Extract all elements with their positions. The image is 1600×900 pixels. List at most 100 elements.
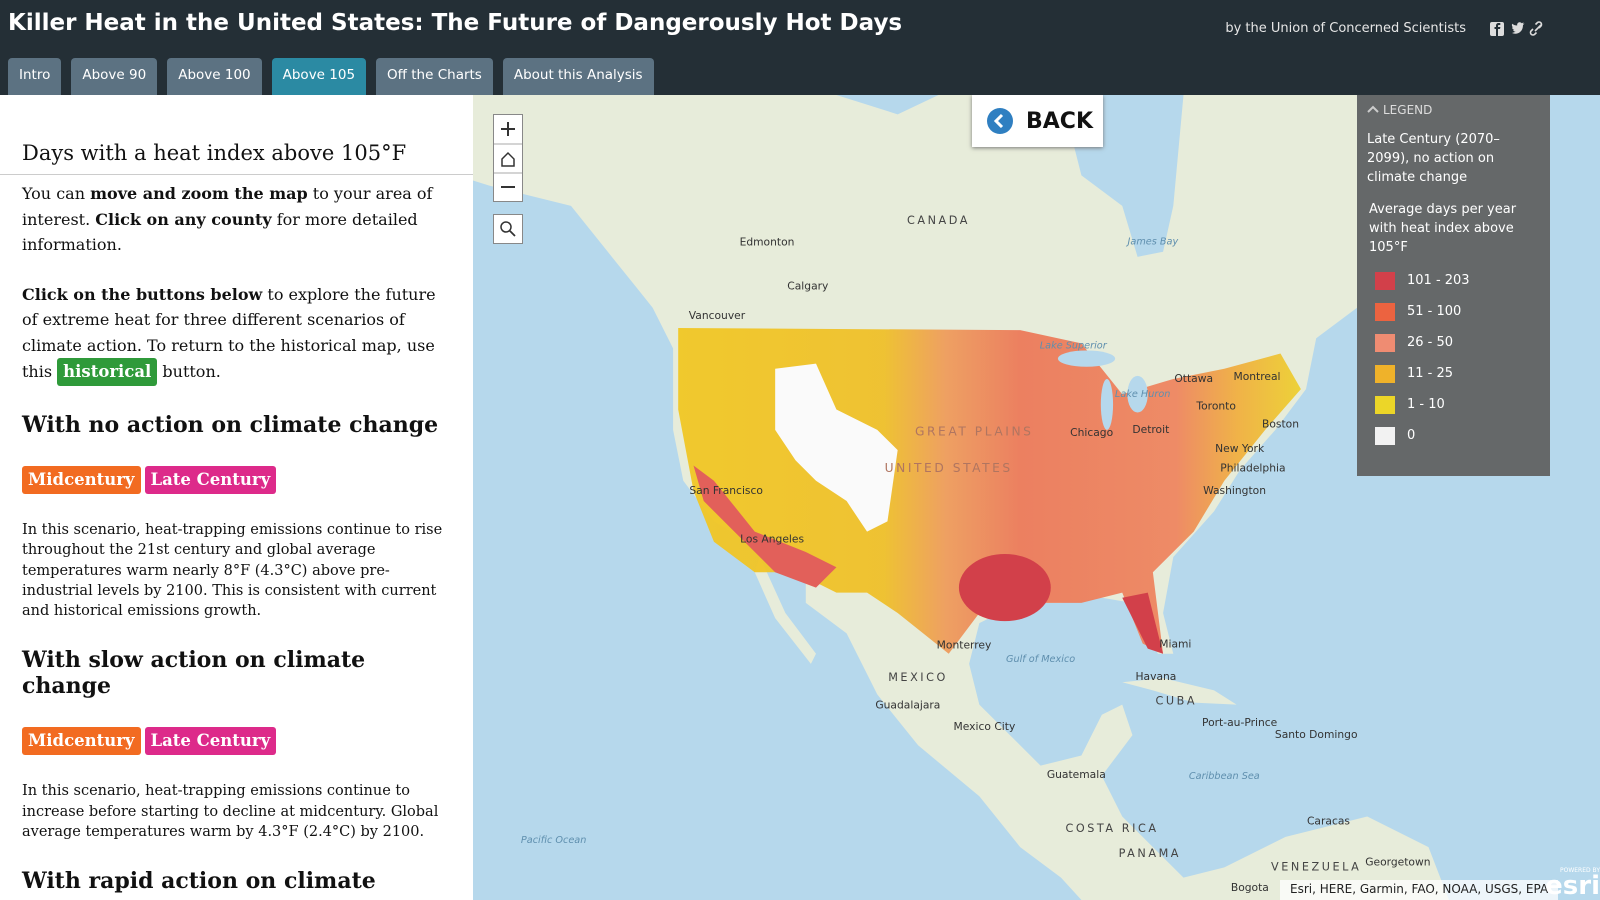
legend-label: 0 xyxy=(1407,428,1416,443)
scenario-title: With rapid action on climate xyxy=(22,868,376,895)
map-label: Bogota xyxy=(1231,881,1269,894)
scenario-text: In this scenario, heat-trapping emission… xyxy=(22,783,439,841)
tab[interactable]: Off the Charts xyxy=(376,58,493,95)
map-label: Guatemala xyxy=(1047,768,1106,781)
scenarios: With no action on climate change Midcentu… xyxy=(0,412,473,894)
map-label: Toronto xyxy=(1195,399,1236,412)
legend-swatch xyxy=(1375,395,1395,414)
text: to explore the future of extreme heat fo… xyxy=(22,284,436,382)
sidebar-heading: Days with a heat index above 105°F xyxy=(22,141,407,165)
tab[interactable]: About this Analysis xyxy=(502,58,654,95)
legend-scenario: Late Century (2070–2099), no action on c… xyxy=(1367,132,1500,185)
legend-item: 0 xyxy=(1375,420,1540,451)
legend-label: 51 - 100 xyxy=(1407,304,1462,319)
legend-item: 11 - 25 xyxy=(1375,358,1540,389)
scenario-button[interactable]: Late Century xyxy=(144,466,277,494)
byline: by the Union of Concerned Scientists xyxy=(1225,21,1466,36)
map-canvas[interactable]: CANADA Edmonton Calgary Vancouver Ottawa Mont… xyxy=(473,95,1600,900)
scenario: With no action on climate change Midcentu… xyxy=(0,412,473,621)
map-label: Pacific Ocean xyxy=(521,835,586,846)
bold-text: move and zoom the map xyxy=(90,184,308,203)
search-control[interactable] xyxy=(493,214,523,244)
legend-header: LEGEND xyxy=(1383,103,1433,117)
collapse-icon[interactable] xyxy=(1367,104,1379,114)
hot-florida xyxy=(1122,592,1164,654)
map-label: San Francisco xyxy=(689,484,763,497)
map[interactable]: CANADA Edmonton Calgary Vancouver Ottawa Mont… xyxy=(473,95,1600,900)
map-label: Caracas xyxy=(1307,815,1350,828)
zoom-icons[interactable] xyxy=(494,115,522,201)
historical-button[interactable]: historical xyxy=(57,358,158,386)
map-label: Chicago xyxy=(1070,426,1113,439)
search-icon[interactable] xyxy=(494,215,522,243)
legend-swatch xyxy=(1375,333,1395,352)
legend-swatch xyxy=(1375,426,1395,445)
map-label: GREAT PLAINS xyxy=(915,424,1034,438)
map-label: MEXICO xyxy=(888,671,948,684)
hot-southwest xyxy=(693,465,837,588)
map-label: Montreal xyxy=(1233,370,1280,383)
scenario-button[interactable]: Late Century xyxy=(144,727,277,756)
map-label: New York xyxy=(1215,442,1265,455)
legend-swatch xyxy=(1375,302,1395,321)
scenario-button[interactable]: Midcentury xyxy=(22,727,141,756)
no-heat-area xyxy=(775,363,898,532)
legend-header-row: LEGEND xyxy=(1367,103,1540,118)
powered-by: POWERED BY xyxy=(1559,867,1600,874)
tab[interactable]: Above 90 xyxy=(71,58,158,95)
bold-text: Click on the buttons below xyxy=(22,284,263,304)
scenario-buttons: Midcentury Late Century xyxy=(22,466,473,494)
attribution: Esri, HERE, Garmin, FAO, NOAA, USGS, EPA xyxy=(1280,880,1559,900)
logo-text: esri xyxy=(1545,871,1600,900)
map-label: VENEZUELA xyxy=(1271,860,1361,873)
hot-texas xyxy=(958,553,1051,622)
text: You can xyxy=(22,184,91,203)
map-label: COSTA RICA xyxy=(1065,822,1158,835)
legend-label: 11 - 25 xyxy=(1407,366,1454,381)
map-label: CANADA xyxy=(907,214,970,227)
legend-label: 26 - 50 xyxy=(1407,335,1454,350)
map-label: Los Angeles xyxy=(740,533,804,546)
legend-item: 26 - 50 xyxy=(1375,327,1540,358)
tab[interactable]: Above 105 xyxy=(271,58,367,95)
tab[interactable]: Above 100 xyxy=(167,58,262,95)
map-label: Detroit xyxy=(1132,423,1169,436)
map-label: Boston xyxy=(1262,418,1299,431)
lake-superior xyxy=(1057,350,1116,367)
map-label: Philadelphia xyxy=(1220,462,1285,475)
tab-bar: Intro Above 90 Above 100 Above 105 Off the C… xyxy=(8,58,654,95)
legend: LEGEND Late Century (2070–2099), no acti… xyxy=(1357,95,1550,476)
scenario-button[interactable]: Midcentury xyxy=(22,466,141,494)
map-label: Washington xyxy=(1203,484,1266,497)
instructions-text: Click on the buttons below to explore th… xyxy=(22,282,443,386)
scenario: With rapid action on climate xyxy=(0,868,473,894)
app-title: Killer Heat in the United States: The Fu… xyxy=(8,10,903,36)
esri-logo: POWERED BY esri xyxy=(1545,867,1600,900)
map-label: Port-au-Prince xyxy=(1202,716,1277,729)
scenario-title: With no action on climate change xyxy=(22,412,439,438)
tab[interactable]: Intro xyxy=(8,58,62,95)
header: Killer Heat in the United States: The Fu… xyxy=(0,0,1600,95)
legend-label: 1 - 10 xyxy=(1407,397,1445,412)
map-label: James Bay xyxy=(1126,237,1179,248)
cuba xyxy=(1122,678,1237,705)
scenario-text: In this scenario, heat-trapping emission… xyxy=(22,522,443,620)
map-label: Georgetown xyxy=(1365,855,1430,868)
back-icon xyxy=(987,108,1013,134)
legend-item: 101 - 203 xyxy=(1375,265,1540,296)
zoom-control xyxy=(493,114,523,202)
back-button[interactable]: BACK xyxy=(972,95,1103,147)
map-label: Monterrey xyxy=(937,639,992,652)
scenario: With slow action on climate change Midcen… xyxy=(0,647,473,842)
lake-michigan xyxy=(1100,378,1114,430)
divider xyxy=(0,174,473,175)
map-label: Guadalajara xyxy=(875,699,940,712)
sidebar: Days with a heat index above 105°F You c… xyxy=(0,95,473,900)
legend-swatch xyxy=(1375,364,1395,383)
legend-item: 1 - 10 xyxy=(1375,389,1540,420)
legend-items: 101 - 203 51 - 100 26 - 50 11 - 25 1 - 10 0 xyxy=(1367,265,1540,451)
map-label: Edmonton xyxy=(740,236,795,249)
map-label: Ottawa xyxy=(1174,372,1213,385)
share-icons[interactable] xyxy=(1488,20,1548,38)
